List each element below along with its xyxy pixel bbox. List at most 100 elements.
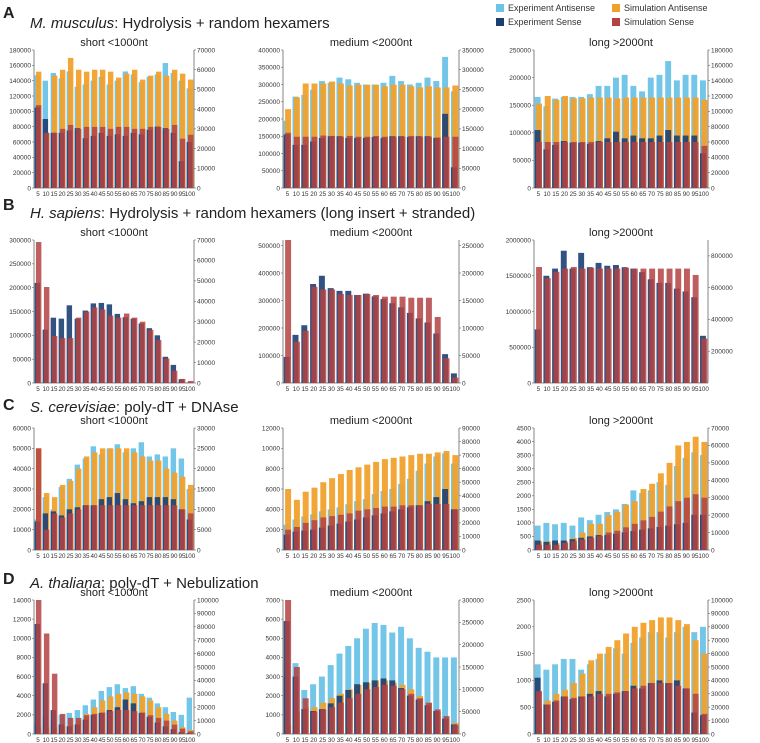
bar-sim-sense: [320, 289, 327, 383]
bar-sim-sense: [417, 698, 424, 734]
bar-sim-sense: [434, 709, 441, 734]
bar-sim-sense: [675, 501, 682, 550]
bar-sim-sense: [381, 684, 388, 734]
bar-sim-sense: [123, 126, 130, 188]
right-tick-label: 40000: [462, 493, 480, 500]
left-tick-label: 2000: [17, 712, 32, 719]
bar-sim-sense: [75, 128, 82, 188]
panel-letter-c: C: [3, 397, 15, 414]
bar-sim-sense: [544, 278, 551, 383]
bar-sim-sense: [155, 340, 162, 383]
right-tick-label: 120000: [711, 93, 733, 100]
right-tick-label: 50000: [711, 460, 729, 467]
right-tick-label: 30000: [197, 319, 215, 326]
x-tick-label: 25: [570, 553, 578, 560]
bar-sim-sense: [588, 696, 595, 734]
bar-sim-sense: [293, 136, 300, 188]
bar-sim-sense: [355, 693, 362, 734]
right-tick-label: 10000: [197, 360, 215, 367]
x-tick-label: 10: [42, 737, 50, 743]
left-tick-label: 400000: [258, 47, 280, 54]
chart-c-medium: medium <2000nt 0 2000 4000 6000 8000 10000 1200…: [262, 415, 481, 560]
bar-exp-antisense: [442, 657, 449, 734]
right-tick-label: 20000: [197, 466, 215, 473]
x-tick-label: 5: [286, 191, 290, 198]
bar-sim-sense: [390, 685, 397, 734]
bar-sim-sense: [155, 126, 162, 188]
bar-sim-sense: [605, 268, 612, 383]
x-tick-label: 25: [66, 386, 74, 393]
right-tick-label: 60000: [711, 443, 729, 450]
legend: Experiment Antisense Simulation Antisens…: [496, 3, 708, 27]
bar-sim-sense: [452, 725, 459, 734]
right-tick-label: 10000: [197, 718, 215, 725]
x-tick-label: 5: [36, 737, 40, 743]
x-tick-label: 85: [425, 191, 433, 198]
left-tick-label: 500000: [258, 243, 280, 250]
bar-sim-sense: [123, 505, 130, 550]
legend-label-experiment-sense: Experiment Sense: [508, 17, 582, 27]
bar-sim-antisense: [399, 456, 406, 550]
left-tick-label: 0: [27, 185, 31, 192]
bar-sim-sense: [346, 698, 353, 734]
right-tick-label: 80000: [711, 124, 729, 131]
left-tick-label: 50000: [513, 158, 531, 165]
right-tick-label: 0: [462, 731, 466, 738]
bar-sim-sense: [417, 136, 424, 188]
bar-sim-antisense: [675, 445, 682, 550]
x-tick-label: 85: [674, 191, 682, 198]
bar-sim-sense: [649, 516, 656, 550]
bar-sim-sense: [171, 724, 178, 734]
x-tick-label: 100: [698, 553, 709, 560]
left-tick-label: 160000: [9, 63, 31, 70]
bar-sim-sense: [614, 142, 621, 188]
right-tick-label: 50000: [197, 87, 215, 94]
x-tick-label: 20: [58, 386, 66, 393]
bar-sim-sense: [179, 509, 186, 550]
x-tick-label: 75: [657, 737, 665, 743]
right-tick-label: 200000: [462, 642, 484, 649]
bar-sim-sense: [107, 128, 114, 188]
x-tick-label: 95: [442, 386, 450, 393]
x-tick-label: 10: [42, 386, 50, 393]
right-tick-label: 50000: [462, 480, 480, 487]
x-tick-label: 35: [587, 191, 595, 198]
x-tick-label: 45: [98, 553, 106, 560]
right-tick-label: 80000: [197, 624, 215, 631]
bar-sim-sense: [544, 142, 551, 188]
bar-sim-antisense: [329, 478, 336, 550]
bar-sim-antisense: [631, 626, 638, 734]
bar-sim-sense: [131, 317, 138, 383]
left-tick-label: 500000: [509, 345, 531, 352]
x-tick-label: 45: [354, 386, 362, 393]
left-tick-label: 0: [276, 185, 280, 192]
left-tick-label: 2500: [517, 480, 532, 487]
x-tick-label: 75: [657, 386, 665, 393]
legend-swatch-experiment-antisense: [496, 4, 504, 12]
right-tick-label: 10000: [462, 534, 480, 541]
x-tick-label: 100: [185, 737, 196, 743]
bar-sim-sense: [452, 377, 459, 383]
x-tick-label: 70: [648, 737, 656, 743]
bar-sim-antisense: [452, 455, 459, 550]
left-tick-label: 150000: [258, 134, 280, 141]
left-tick-label: 40000: [13, 466, 31, 473]
left-tick-label: 4000: [17, 693, 32, 700]
x-tick-label: 20: [561, 386, 569, 393]
x-tick-label: 80: [416, 191, 424, 198]
bar-sim-sense: [588, 537, 595, 550]
bar-sim-sense: [35, 600, 42, 734]
bar-sim-sense: [59, 338, 66, 383]
x-tick-label: 30: [578, 191, 586, 198]
bar-sim-antisense: [285, 489, 292, 550]
bar-exp-antisense: [450, 657, 457, 734]
x-tick-label: 55: [622, 386, 630, 393]
x-tick-label: 80: [154, 553, 162, 560]
bar-sim-sense: [320, 517, 327, 550]
bar-sim-sense: [115, 505, 122, 550]
x-tick-label: 95: [691, 553, 699, 560]
x-tick-label: 85: [162, 737, 170, 743]
bar-sim-antisense: [337, 83, 344, 188]
left-tick-label: 50000: [13, 356, 31, 363]
left-tick-label: 80000: [13, 124, 31, 131]
